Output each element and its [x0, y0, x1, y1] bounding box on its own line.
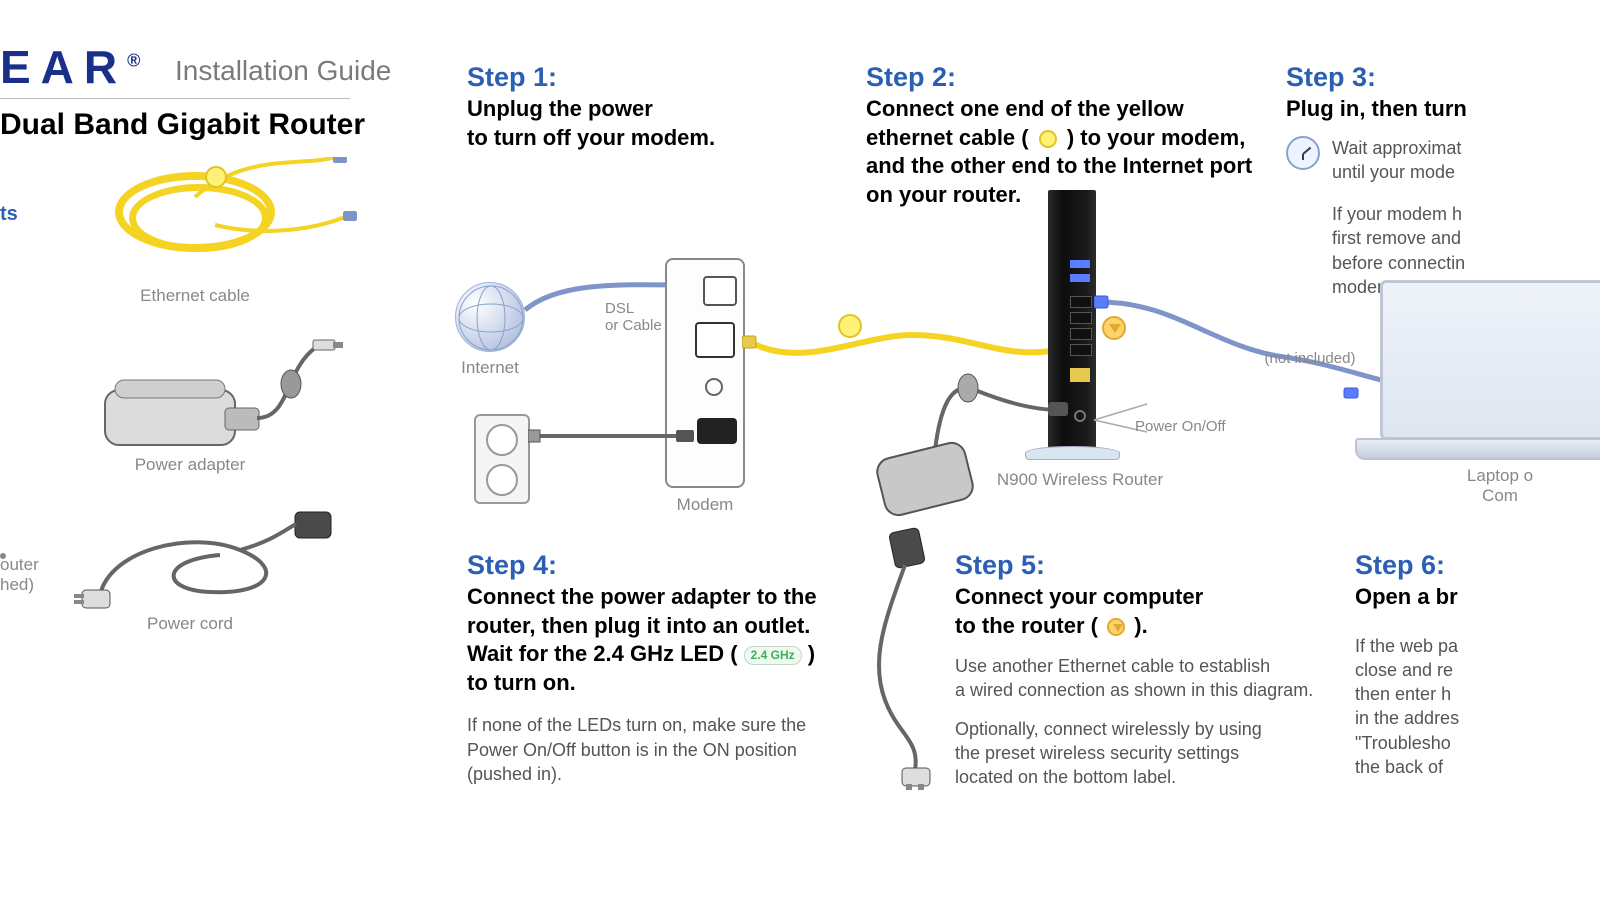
brand-logo: EAR® [0, 40, 140, 94]
step-4-note: If none of the LEDs turn on, make sure t… [467, 713, 887, 786]
step-3-body: Plug in, then turn [1286, 95, 1600, 124]
side-note-2: hed) [0, 575, 34, 595]
bullet-icon [0, 553, 6, 559]
wall-outlet-illustration [474, 414, 530, 504]
step-6-body: Open a br [1355, 583, 1600, 612]
step-6-title: Step 6: [1355, 550, 1600, 581]
power-adapter-illustration [85, 330, 345, 465]
step-4: Step 4: Connect the power adapter to the… [467, 550, 887, 786]
step-5-body-post: ). [1134, 613, 1147, 638]
orange-dot-inline-icon [1107, 618, 1125, 636]
yellow-dot-inline-icon [1039, 130, 1057, 148]
side-note-1: outer [0, 555, 39, 575]
modem-label: Modem [650, 495, 760, 515]
modem-power-cable [528, 418, 708, 458]
step-1-title: Step 1: [467, 62, 847, 93]
laptop-illustration [1380, 280, 1600, 440]
step-6-note: If the web pa close and re then enter h … [1355, 634, 1600, 780]
step-1-body: Unplug the power to turn off your modem. [467, 95, 847, 152]
ethernet-cable-illustration [115, 172, 275, 252]
doc-title: Installation Guide [175, 55, 391, 87]
step-3-note1: Wait approximat until your mode [1332, 136, 1461, 185]
clock-icon [1286, 136, 1320, 170]
laptop-label: Laptop o Com [1400, 466, 1600, 506]
led-badge-icon: 2.4 GHz [744, 646, 802, 666]
step-2: Step 2: Connect one end of the yellow et… [866, 62, 1266, 209]
step-6: Step 6: Open a br If the web pa close an… [1355, 550, 1600, 779]
laptop-base [1355, 438, 1600, 460]
internet-label: Internet [450, 358, 530, 378]
yellow-dot-diagram-icon [838, 314, 862, 338]
step-1: Step 1: Unplug the power to turn off you… [467, 62, 847, 152]
brand-reg: ® [127, 51, 140, 71]
ethernet-cable-label: Ethernet cable [115, 286, 275, 306]
step-3: Step 3: Plug in, then turn Wait approxim… [1286, 62, 1600, 299]
contents-label: ts [0, 203, 18, 226]
header-divider [0, 98, 350, 99]
power-cord-illustration [70, 500, 350, 625]
internet-globe-icon [455, 282, 525, 352]
router-power-assembly [850, 370, 1100, 790]
yellow-dot-icon [205, 166, 227, 188]
step-4-body: Connect the power adapter to the router,… [467, 583, 887, 697]
product-title: Dual Band Gigabit Router [0, 108, 365, 142]
power-cord-label: Power cord [110, 614, 270, 634]
brand-text: EAR [0, 41, 127, 93]
not-included-label: (not included) [1250, 350, 1370, 367]
power-adapter-label: Power adapter [110, 455, 270, 475]
step-3-title: Step 3: [1286, 62, 1600, 93]
step-2-title: Step 2: [866, 62, 1266, 93]
step-4-title: Step 4: [467, 550, 887, 581]
